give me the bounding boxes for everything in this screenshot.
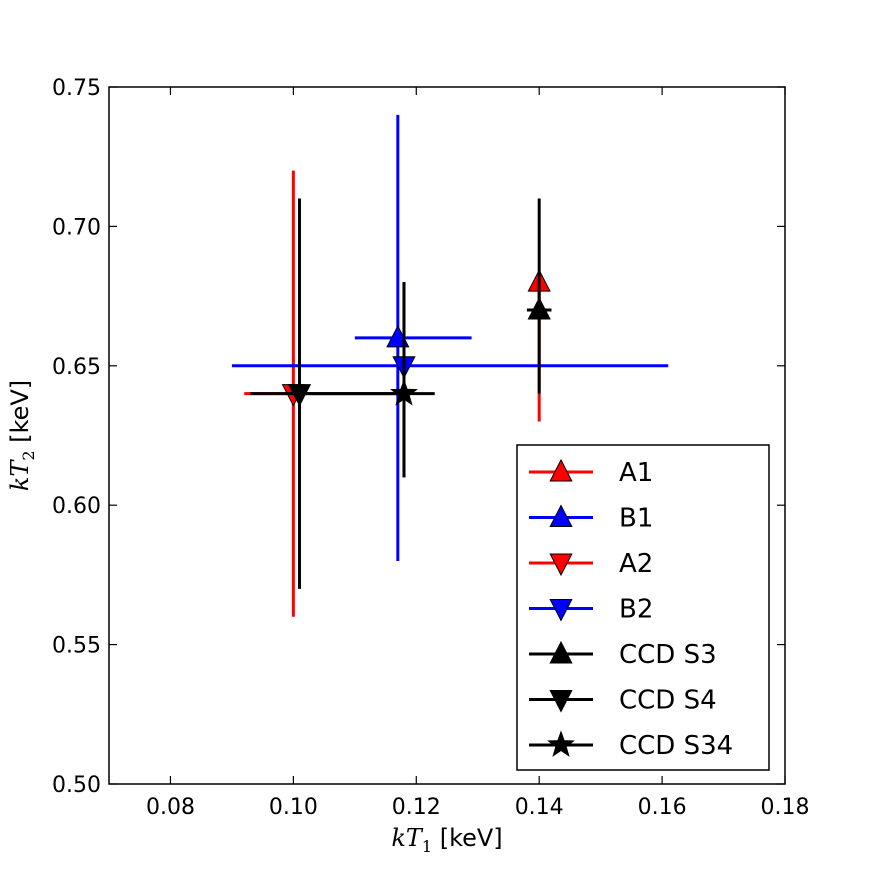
x-tick-label: 0.18 (761, 795, 810, 820)
axis-ticks: 0.08 0.10 0.12 0.14 0.16 0.18 0.50 0.55 0.60 0.65… (52, 76, 809, 820)
y-axis-label: kT2 [keV] (6, 380, 38, 491)
legend-label: B1 (619, 504, 653, 534)
series-b1 (354, 114, 472, 561)
legend-marker (549, 504, 573, 527)
x-tick-label: 0.12 (392, 795, 441, 820)
x-tick-label: 0.10 (269, 795, 318, 820)
legend-label: A1 (619, 458, 653, 488)
y-tick-label: 0.65 (52, 355, 101, 380)
legend-entry-b1: B1 (529, 504, 653, 534)
plot-area (231, 114, 669, 617)
x-tick-label: 0.14 (515, 795, 564, 820)
legend-entry-ccd-s3: CCD S3 (529, 640, 717, 670)
y-axis-label-unit: [keV] (6, 380, 34, 451)
y-tick-label: 0.75 (52, 76, 101, 101)
legend-label: B2 (619, 595, 653, 625)
legend-label: CCD S3 (619, 640, 717, 670)
y-tick-label: 0.50 (52, 773, 101, 798)
y-tick-label: 0.70 (52, 215, 101, 240)
x-axis-label-sub: 1 (422, 837, 432, 856)
legend-marker (549, 690, 573, 713)
axes-frame (108, 86, 786, 785)
legend-entry-ccd-s4: CCD S4 (529, 686, 717, 716)
legend-entry-a1: A1 (529, 458, 653, 488)
data-point-ccd-s34 (390, 379, 418, 406)
legend: A1 B1 A2 B2 CCD S3 CCD S4 CCD S34 (516, 444, 770, 771)
legend-entry-a2: A2 (529, 549, 653, 579)
data-point-ccd-s3 (527, 296, 551, 320)
legend-marker (549, 553, 573, 577)
x-tick-label: 0.16 (638, 795, 687, 820)
legend-entry-ccd-s34: CCD S34 (529, 730, 733, 761)
legend-label: CCD S4 (619, 686, 717, 716)
y-tick-label: 0.60 (52, 494, 101, 519)
legend-marker (549, 599, 573, 622)
x-axis-label-unit: [keV] (432, 824, 503, 852)
series-ccd-s34 (299, 282, 435, 478)
legend-marker (549, 640, 573, 664)
y-axis-label-sub: 2 (19, 450, 38, 460)
x-axis-label: kT1 [keV] (391, 824, 502, 856)
x-axis-label-var: kT (391, 824, 424, 852)
x-tick-label: 0.08 (146, 795, 195, 820)
y-tick-label: 0.55 (52, 634, 101, 659)
y-axis-label-var: kT (6, 459, 34, 492)
legend-label: CCD S34 (619, 731, 733, 761)
legend-marker (547, 730, 575, 757)
legend-marker (549, 458, 573, 482)
legend-label: A2 (619, 549, 653, 579)
legend-entry-b2: B2 (529, 595, 653, 625)
series-ccd-s3 (526, 198, 552, 394)
